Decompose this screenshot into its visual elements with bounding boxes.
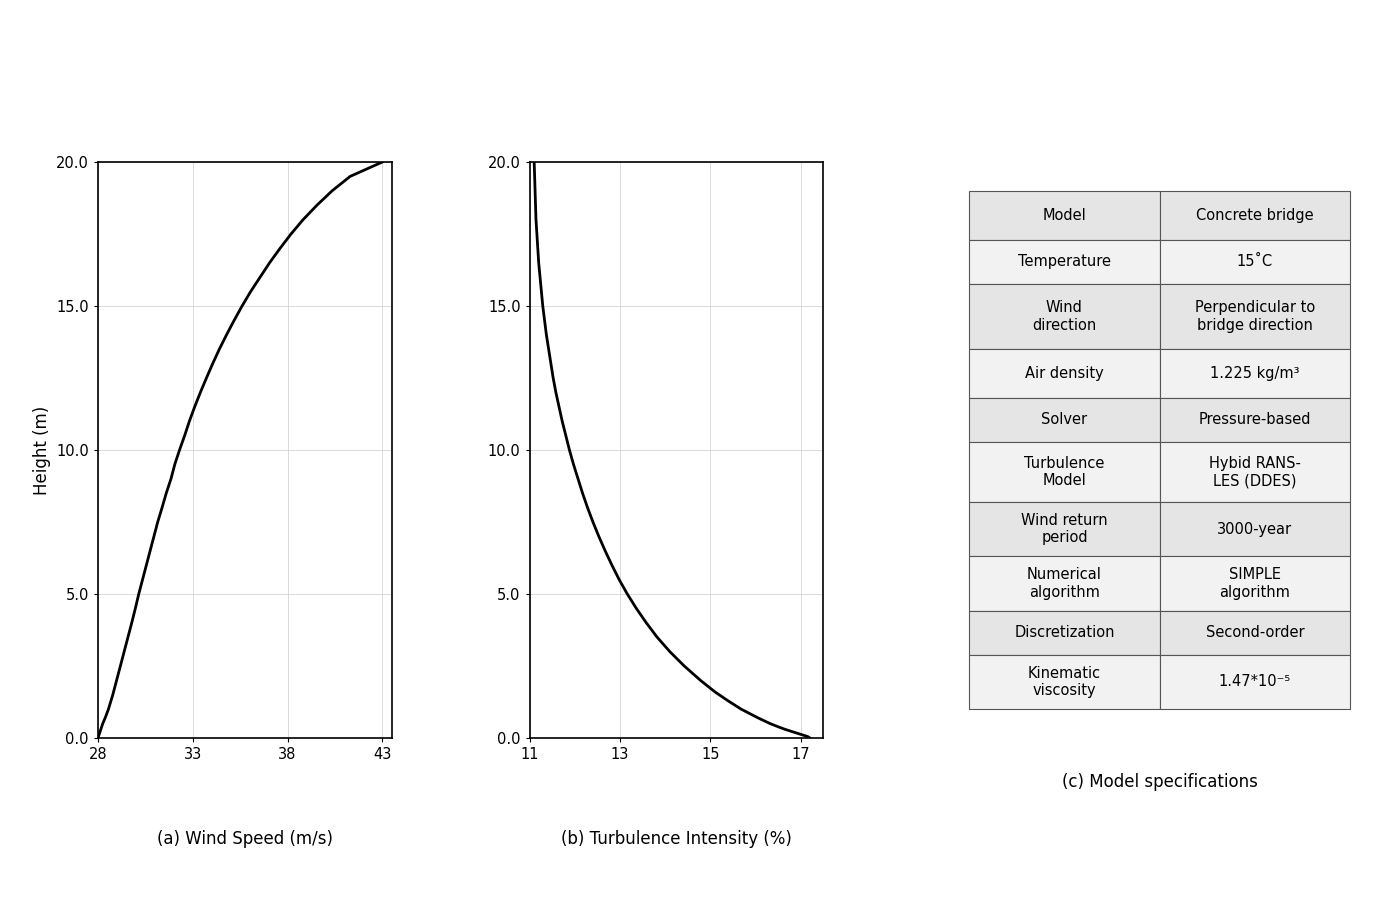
Text: (b) Turbulence Intensity (%): (b) Turbulence Intensity (%) <box>561 830 792 848</box>
Text: (a) Wind Speed (m/s): (a) Wind Speed (m/s) <box>157 830 333 848</box>
Y-axis label: Height (m): Height (m) <box>32 405 50 495</box>
Text: (c) Model specifications: (c) Model specifications <box>1061 772 1257 790</box>
